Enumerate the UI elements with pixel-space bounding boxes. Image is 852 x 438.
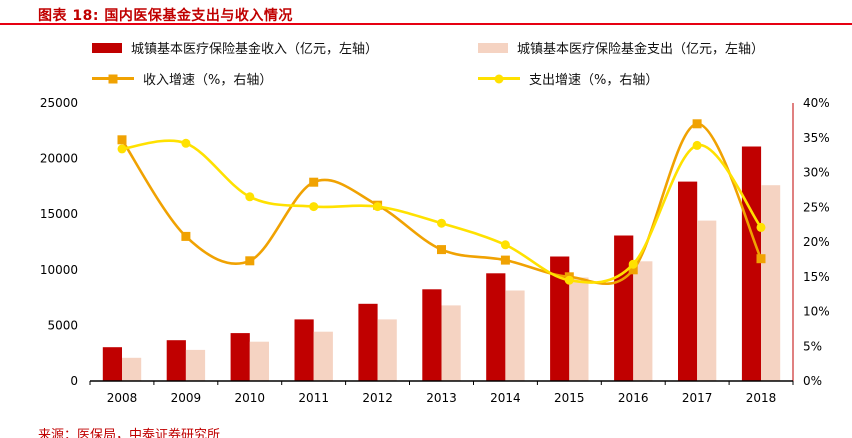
circle-marker-icon <box>494 74 504 83</box>
svg-text:2008: 2008 <box>107 391 138 405</box>
svg-text:10000: 10000 <box>40 263 78 277</box>
svg-text:20%: 20% <box>803 235 830 249</box>
svg-text:5000: 5000 <box>47 318 78 332</box>
square-marker-icon <box>108 74 118 83</box>
legend: 城镇基本医疗保险基金收入（亿元，左轴） 城镇基本医疗保险基金支出（亿元，左轴） … <box>92 38 832 88</box>
svg-text:25%: 25% <box>803 200 830 214</box>
svg-text:40%: 40% <box>803 96 830 110</box>
svg-text:35%: 35% <box>803 131 830 145</box>
svg-text:2012: 2012 <box>362 391 393 405</box>
legend-item-expenditure-bar: 城镇基本医疗保险基金支出（亿元，左轴） <box>478 38 832 57</box>
svg-text:0: 0 <box>70 374 78 388</box>
legend-label-income-growth: 收入增速（%，右轴） <box>143 73 273 88</box>
legend-item-expenditure-growth-line: 支出增速（%，右轴） <box>478 69 832 88</box>
svg-text:20000: 20000 <box>40 152 78 166</box>
legend-label-income-bar: 城镇基本医疗保险基金收入（亿元，左轴） <box>131 42 379 57</box>
svg-text:5%: 5% <box>803 339 822 353</box>
svg-text:2017: 2017 <box>682 391 713 405</box>
svg-text:2011: 2011 <box>298 391 329 405</box>
svg-text:30%: 30% <box>803 166 830 180</box>
income-bar-swatch <box>92 42 122 53</box>
svg-text:2009: 2009 <box>171 391 202 405</box>
chart-svg: 0 5000 10000 15000 20000 25000 0% 5% 10% 15% 20% 25… <box>40 96 830 405</box>
expenditure-growth-line-swatch <box>478 73 520 84</box>
legend-label-expenditure-bar: 城镇基本医疗保险基金支出（亿元，左轴） <box>517 42 765 57</box>
svg-text:2015: 2015 <box>554 391 585 405</box>
svg-text:2014: 2014 <box>490 391 521 405</box>
source-note: 来源：医保局，中泰证券研究所 <box>38 428 221 438</box>
income-growth-line-swatch <box>92 73 134 84</box>
legend-item-income-bar: 城镇基本医疗保险基金收入（亿元，左轴） <box>92 38 478 57</box>
svg-text:15%: 15% <box>803 270 830 284</box>
svg-text:2010: 2010 <box>235 391 266 405</box>
legend-item-income-growth-line: 收入增速（%，右轴） <box>92 69 478 88</box>
svg-text:25000: 25000 <box>40 96 78 110</box>
svg-text:2016: 2016 <box>618 391 649 405</box>
svg-text:10%: 10% <box>803 305 830 319</box>
svg-text:0%: 0% <box>803 374 822 388</box>
expenditure-bar-swatch <box>478 42 508 53</box>
figure-title: 图表 18: 国内医保基金支出与收入情况 <box>38 8 293 24</box>
legend-label-expenditure-growth: 支出增速（%，右轴） <box>529 73 659 88</box>
svg-text:2018: 2018 <box>746 391 777 405</box>
svg-text:2013: 2013 <box>426 391 457 405</box>
title-rule <box>0 23 852 25</box>
svg-text:15000: 15000 <box>40 207 78 221</box>
